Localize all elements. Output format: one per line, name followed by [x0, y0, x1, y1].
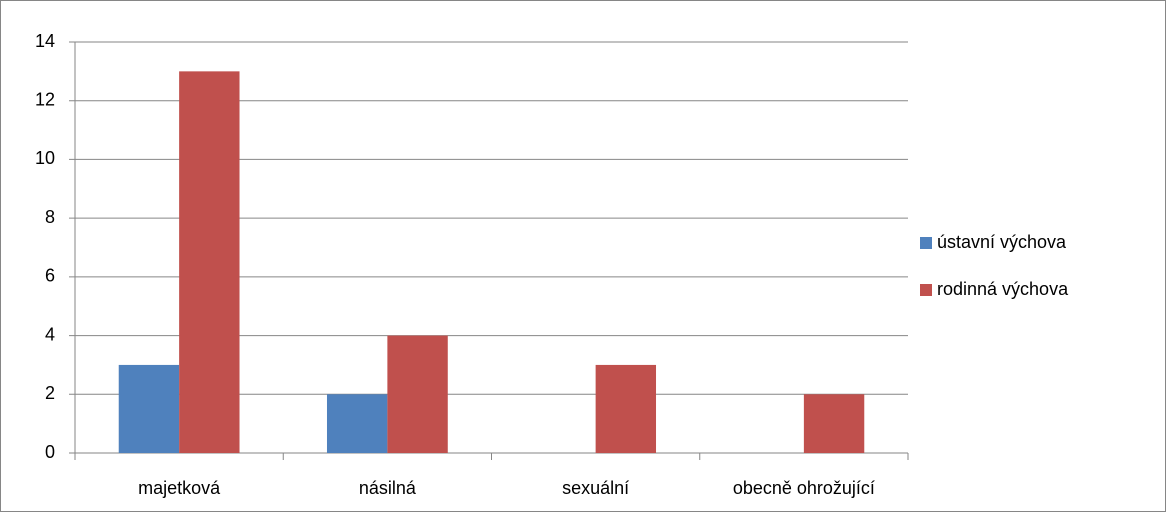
y-tick-label: 12 [35, 89, 55, 109]
legend-label: rodinná výchova [937, 279, 1069, 299]
y-tick-label: 8 [45, 207, 55, 227]
x-tick-label: obecně ohrožující [733, 478, 875, 498]
legend-swatch [920, 237, 932, 249]
bar [326, 394, 388, 453]
bar [179, 71, 240, 453]
y-tick-label: 10 [35, 148, 55, 168]
y-tick-label: 0 [45, 442, 55, 462]
x-tick-label: majetková [138, 478, 221, 498]
y-tick-label: 2 [45, 383, 55, 403]
bar [387, 335, 448, 453]
bar [118, 364, 180, 453]
y-tick-label: 14 [35, 31, 55, 51]
legend-label: ústavní výchova [937, 232, 1067, 252]
y-tick-label: 4 [45, 324, 55, 344]
legend-swatch [920, 284, 932, 296]
bar [803, 394, 865, 453]
x-tick-label: sexuální [562, 478, 629, 498]
x-tick-label: násilná [359, 478, 417, 498]
bar [595, 364, 657, 453]
y-tick-label: 6 [45, 266, 55, 286]
